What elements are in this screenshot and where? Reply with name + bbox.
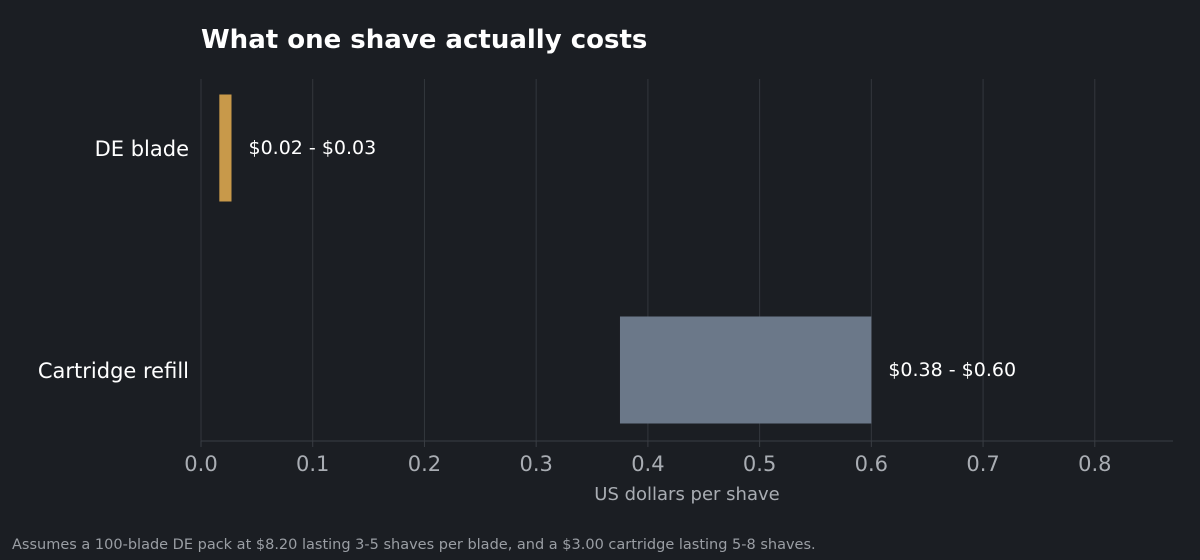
data-label: $0.38 - $0.60 (888, 359, 1016, 381)
bars (219, 94, 872, 424)
bar-de-blade (219, 94, 232, 202)
data-label: $0.02 - $0.03 (249, 137, 377, 159)
x-tick-label: 0.2 (408, 452, 441, 476)
x-tick-label: 0.4 (631, 452, 664, 476)
x-tick-label: 0.1 (296, 452, 329, 476)
bar-cartridge-refill (619, 316, 872, 424)
x-tick-label: 0.3 (519, 452, 552, 476)
x-tick-label: 0.5 (743, 452, 776, 476)
x-tick-labels: 0.0 0.1 0.2 0.3 0.4 0.5 0.6 0.7 0.8 (184, 441, 1111, 476)
data-labels: $0.02 - $0.03 $0.38 - $0.60 (249, 137, 1017, 381)
category-label: DE blade (95, 137, 189, 161)
x-tick-label: 0.6 (855, 452, 888, 476)
x-axis-label: US dollars per shave (594, 484, 779, 505)
x-tick-label: 0.7 (966, 452, 999, 476)
category-labels: DE blade Cartridge refill (38, 137, 189, 383)
x-tick-label: 0.0 (184, 452, 217, 476)
footnote: Assumes a 100-blade DE pack at $8.20 las… (12, 537, 816, 553)
chart-title: What one shave actually costs (201, 25, 647, 55)
x-tick-label: 0.8 (1078, 452, 1111, 476)
gridlines (200, 79, 1173, 442)
category-label: Cartridge refill (38, 359, 189, 383)
